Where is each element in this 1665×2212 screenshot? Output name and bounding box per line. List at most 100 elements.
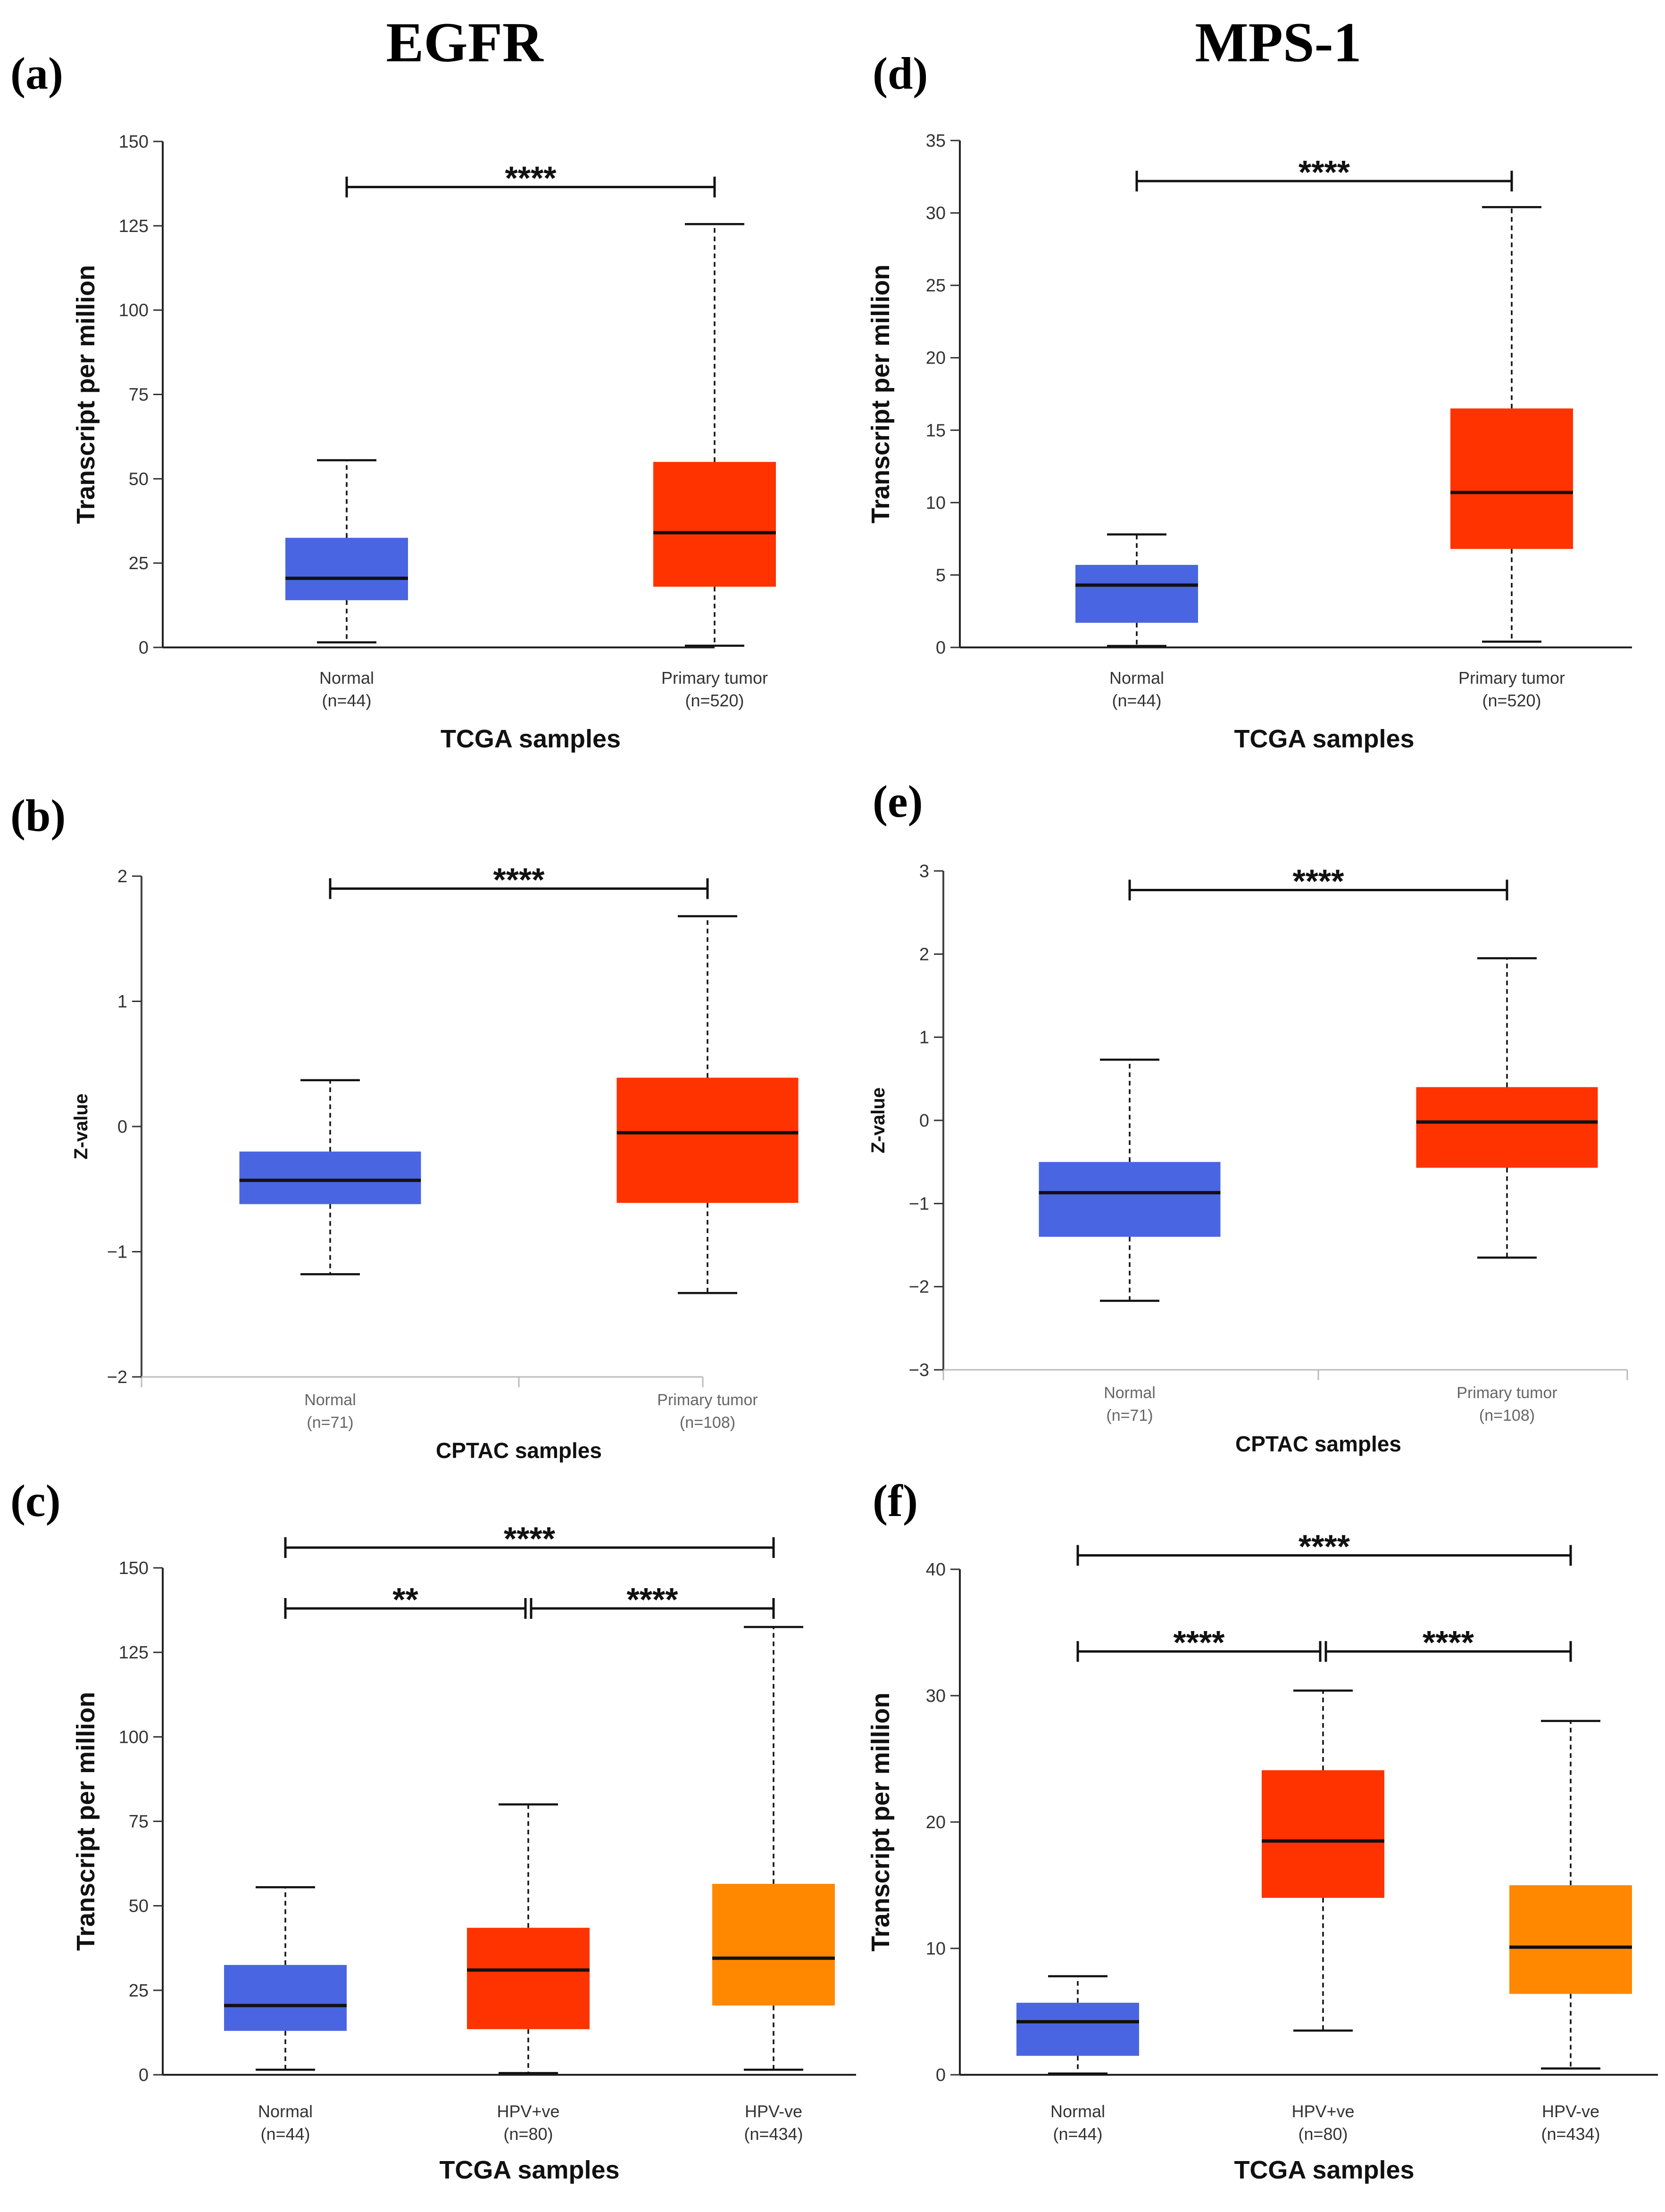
significance-label: **** xyxy=(1299,154,1350,191)
iqr-box xyxy=(1016,2003,1139,2056)
iqr-box xyxy=(1039,1162,1221,1237)
x-category-count: (n=80) xyxy=(1298,2124,1348,2144)
significance-label: **** xyxy=(504,1520,556,1557)
significance-bracket: **** xyxy=(1324,1624,1572,1662)
x-axis-title: TCGA samples xyxy=(439,2156,619,2184)
y-axis-title: Transcript per million xyxy=(72,1692,100,1951)
significance-bracket: **** xyxy=(1128,863,1508,901)
chart-panel-a: 0 25 50 75 100 125 150 Normal (n=44) Primary tumo… xyxy=(72,132,776,753)
iqr-box xyxy=(467,1928,590,2030)
y-axis-title: Transcript per million xyxy=(72,265,100,524)
x-category-count: (n=108) xyxy=(680,1414,735,1432)
y-tick-label: 25 xyxy=(926,276,946,296)
x-axis-title: CPTAC samples xyxy=(1235,1432,1401,1456)
x-category-count: (n=108) xyxy=(1479,1407,1535,1425)
significance-label: **** xyxy=(493,862,545,898)
y-tick-label: 30 xyxy=(926,1686,946,1706)
y-tick-label: 50 xyxy=(129,469,149,489)
significance-label: **** xyxy=(1423,1624,1474,1661)
chart-panel-b: −2 −1 0 1 2 Normal (n=71) Primary tumor (n=108) *… xyxy=(71,862,799,1463)
box-group-normal xyxy=(285,459,408,644)
significance-bracket: **** xyxy=(1076,1624,1322,1662)
significance-label: ** xyxy=(392,1581,418,1618)
box-group-primary-tumor xyxy=(653,223,776,647)
x-category-count: (n=71) xyxy=(307,1414,353,1432)
x-category-label: Normal xyxy=(1104,1384,1156,1402)
y-tick-label: 5 xyxy=(936,565,946,585)
significance-bracket: ** xyxy=(284,1581,527,1619)
y-tick-label: 20 xyxy=(926,1813,946,1832)
y-tick-label: 125 xyxy=(119,1643,149,1663)
box-group-hpv-ve xyxy=(712,1626,835,2071)
x-category-count: (n=44) xyxy=(260,2124,310,2144)
y-tick-label: 0 xyxy=(936,638,946,658)
significance-label: **** xyxy=(1293,863,1345,900)
y-tick-label: 150 xyxy=(119,132,149,152)
panel-label-c: (c) xyxy=(10,1475,61,1526)
x-axis-title: TCGA samples xyxy=(441,725,621,753)
gene-title-egfr: EGFR xyxy=(386,11,544,74)
y-tick-label: 50 xyxy=(129,1897,149,1916)
y-tick-label: 0 xyxy=(139,2065,149,2085)
iqr-box xyxy=(285,538,408,600)
y-tick-label: 75 xyxy=(129,385,149,405)
box-group-hpv-ve xyxy=(467,1803,590,2074)
y-tick-label: 150 xyxy=(119,1558,149,1578)
y-tick-label: 30 xyxy=(926,204,946,224)
x-category-label: HPV-ve xyxy=(1542,2102,1599,2121)
x-category-label: Primary tumor xyxy=(657,1391,758,1409)
box-group-normal xyxy=(1039,1059,1221,1302)
y-tick-label: 40 xyxy=(926,1560,946,1580)
y-tick-label: −1 xyxy=(107,1243,127,1262)
y-tick-label: 20 xyxy=(926,348,946,368)
x-category-label: Normal xyxy=(304,1391,356,1409)
x-category-label: Normal xyxy=(1109,668,1164,688)
y-tick-label: 100 xyxy=(119,301,149,321)
box-group-primary-tumor xyxy=(1450,206,1573,643)
x-category-label: Primary tumor xyxy=(1457,1384,1557,1402)
x-category-label: Primary tumor xyxy=(1458,668,1565,688)
chart-panel-d: 0 5 10 15 20 25 30 35 Normal (n=44) Primary tumor (… xyxy=(866,131,1632,753)
box-group-normal xyxy=(239,1079,421,1276)
x-category-label: Primary tumor xyxy=(661,668,768,688)
significance-bracket: **** xyxy=(329,862,709,899)
y-tick-label: 10 xyxy=(926,493,946,513)
x-category-label: Normal xyxy=(258,2102,313,2121)
box-group-normal xyxy=(1075,533,1198,647)
y-tick-label: 1 xyxy=(117,992,127,1012)
panel-label-f: (f) xyxy=(873,1475,918,1526)
y-axis-title: Z-value xyxy=(868,1087,889,1153)
iqr-box xyxy=(1450,408,1573,549)
y-tick-label: 100 xyxy=(119,1727,149,1747)
box-group-primary-tumor xyxy=(1416,957,1598,1259)
y-tick-label: 3 xyxy=(919,862,929,881)
y-axis-title: Transcript per million xyxy=(866,1692,895,1951)
y-tick-label: −2 xyxy=(107,1367,127,1387)
significance-bracket: **** xyxy=(1135,154,1513,191)
iqr-box xyxy=(239,1152,421,1204)
x-category-count: (n=520) xyxy=(1482,691,1541,710)
y-tick-label: 0 xyxy=(936,2065,946,2085)
box-group-normal xyxy=(1016,1975,1139,2075)
gene-title-mps1: MPS-1 xyxy=(1195,11,1361,74)
y-tick-label: 2 xyxy=(117,867,127,886)
panel-label-e: (e) xyxy=(873,776,923,827)
box-group-normal xyxy=(224,1886,347,2071)
y-tick-label: 0 xyxy=(139,638,149,658)
significance-label: **** xyxy=(505,160,557,197)
y-tick-label: −3 xyxy=(909,1360,929,1380)
y-axis-title: Z-value xyxy=(71,1094,92,1160)
y-tick-label: 0 xyxy=(919,1111,929,1131)
box-group-hpv-ve xyxy=(1509,1720,1632,2070)
iqr-box xyxy=(653,462,776,587)
significance-bracket: **** xyxy=(284,1520,775,1558)
significance-bracket: **** xyxy=(530,1581,775,1619)
y-tick-label: 2 xyxy=(919,944,929,964)
x-category-label: Normal xyxy=(1050,2102,1105,2121)
iqr-box xyxy=(616,1077,799,1203)
x-category-label: Normal xyxy=(319,668,374,688)
x-category-label: HPV+ve xyxy=(497,2102,559,2121)
x-category-count: (n=434) xyxy=(1541,2124,1600,2144)
x-category-count: (n=520) xyxy=(685,691,744,710)
chart-panel-e: −3 −2 −1 0 1 2 3 Normal (n=71) Primary tumor (n=10… xyxy=(868,862,1628,1456)
